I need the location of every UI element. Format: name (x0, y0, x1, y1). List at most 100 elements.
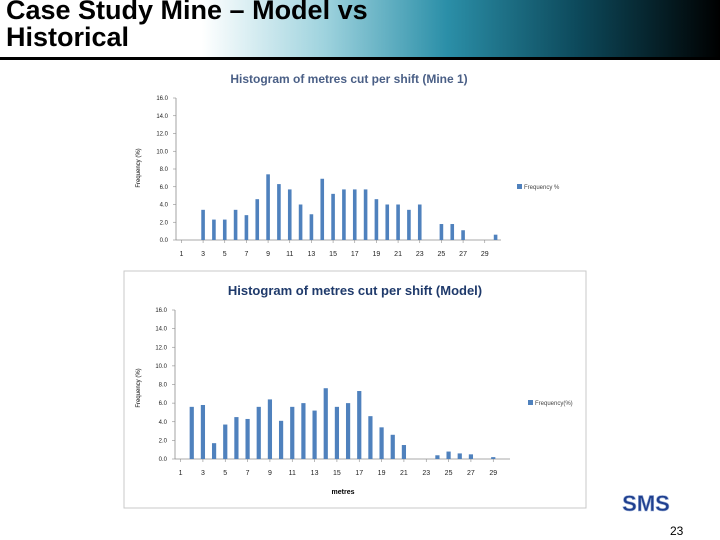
y-axis: 0.0 2.0 4.0 6.0 8.0 10.0 12.0 14.0 16.0 (156, 96, 177, 244)
bar (200, 404, 206, 459)
bar (256, 406, 261, 459)
y-tick-label: 12.0 (155, 345, 167, 351)
y-tick-label: 10.0 (155, 364, 167, 370)
bar (457, 453, 462, 459)
y-tick-label: 2.0 (159, 438, 168, 444)
bar (266, 174, 270, 240)
x-tick-label: 29 (481, 251, 489, 258)
bar (379, 427, 384, 459)
y-tick-label: 10.0 (156, 149, 168, 155)
y-tick-label: 14.0 (155, 327, 167, 333)
x-tick-label: 27 (467, 470, 475, 477)
bar (352, 189, 357, 240)
y-tick-label: 8.0 (160, 167, 169, 173)
bar (439, 224, 444, 240)
x-axis: 1 3 5 7 9 11 13 15 17 19 21 23 25 27 29 (176, 239, 501, 258)
y-tick-label: 0.0 (159, 457, 168, 463)
x-tick-label: 19 (378, 470, 386, 477)
x-tick-label: 17 (355, 470, 363, 477)
slide-title: Case Study Mine – Model vs Historical (6, 0, 368, 52)
bar (417, 204, 422, 240)
x-tick-label: 13 (308, 251, 316, 258)
x-tick-label: 5 (223, 470, 227, 477)
bar (312, 410, 317, 459)
bar (201, 209, 205, 240)
bars (189, 388, 496, 459)
x-tick-label: 25 (438, 251, 446, 258)
x-tick-label: 29 (489, 470, 497, 477)
bar (446, 451, 451, 459)
bar (491, 457, 496, 459)
bar (450, 224, 455, 240)
x-tick-label: 13 (311, 470, 319, 477)
y-tick-label: 14.0 (156, 114, 168, 120)
bar (233, 209, 238, 240)
page-number: 23 (670, 524, 684, 538)
y-tick-label: 6.0 (160, 185, 169, 191)
histogram-mine-chart: Histogram of metres cut per shift (Mine … (136, 72, 560, 258)
bar (245, 418, 250, 459)
y-tick-label: 16.0 (155, 308, 167, 314)
x-tick-label: 1 (179, 251, 183, 258)
bar (223, 424, 228, 459)
bar (390, 434, 395, 459)
x-tick-label: 9 (268, 470, 272, 477)
y-tick-label: 0.0 (160, 238, 169, 244)
bar (287, 189, 292, 240)
bar (407, 209, 411, 240)
x-tick-label: 7 (244, 251, 248, 258)
chart-title: Histogram of metres cut per shift (Model… (228, 283, 482, 298)
x-tick-label: 7 (246, 470, 250, 477)
x-axis: 1 3 5 7 9 11 13 15 17 19 21 23 25 27 29 (175, 458, 510, 477)
y-axis: 0.0 2.0 4.0 6.0 8.0 10.0 12.0 14.0 16.0 (155, 308, 176, 463)
chart-frame (123, 270, 587, 509)
chart-title: Histogram of metres cut per shift (Mine … (230, 72, 467, 86)
bar (278, 420, 284, 459)
title-underline (0, 57, 720, 60)
bar (493, 234, 498, 240)
bar (301, 403, 306, 459)
bar (401, 445, 407, 459)
bar (298, 204, 303, 240)
bar (357, 391, 362, 459)
legend-label: Frequency % (524, 185, 560, 191)
legend-label: Frequency(%) (535, 401, 573, 407)
logo-text: SMS (622, 491, 670, 516)
bar (277, 184, 281, 240)
x-tick-label: 3 (201, 251, 205, 258)
bar (309, 214, 314, 240)
bars (201, 174, 498, 240)
y-tick-label: 8.0 (159, 383, 168, 389)
bar (244, 215, 249, 240)
legend: Frequency % (517, 184, 560, 191)
x-tick-label: 9 (266, 251, 270, 258)
bar (345, 403, 351, 459)
x-tick-label: 1 (179, 470, 183, 477)
bar (290, 406, 295, 459)
y-tick-label: 16.0 (156, 96, 168, 102)
x-tick-label: 3 (201, 470, 205, 477)
bar (323, 388, 328, 459)
bar (331, 193, 335, 240)
histogram-model-chart: Histogram of metres cut per shift (Model… (123, 270, 587, 509)
bar (468, 454, 474, 459)
bar (255, 199, 260, 240)
bar (334, 406, 340, 459)
x-tick-label: 21 (394, 251, 402, 258)
legend-swatch (528, 400, 533, 405)
bar (374, 199, 379, 240)
bar (385, 204, 390, 240)
bar (267, 399, 273, 459)
x-tick-label: 19 (373, 251, 381, 258)
x-tick-label: 21 (400, 470, 408, 477)
bar (234, 417, 239, 459)
x-tick-label: 25 (445, 470, 453, 477)
y-tick-label: 4.0 (160, 203, 169, 209)
x-tick-label: 15 (329, 251, 337, 258)
title-banner (0, 0, 720, 57)
bar (396, 204, 400, 240)
legend-swatch (517, 184, 522, 189)
x-tick-label: 15 (333, 470, 341, 477)
bar (211, 443, 217, 459)
x-tick-label: 5 (223, 251, 227, 258)
